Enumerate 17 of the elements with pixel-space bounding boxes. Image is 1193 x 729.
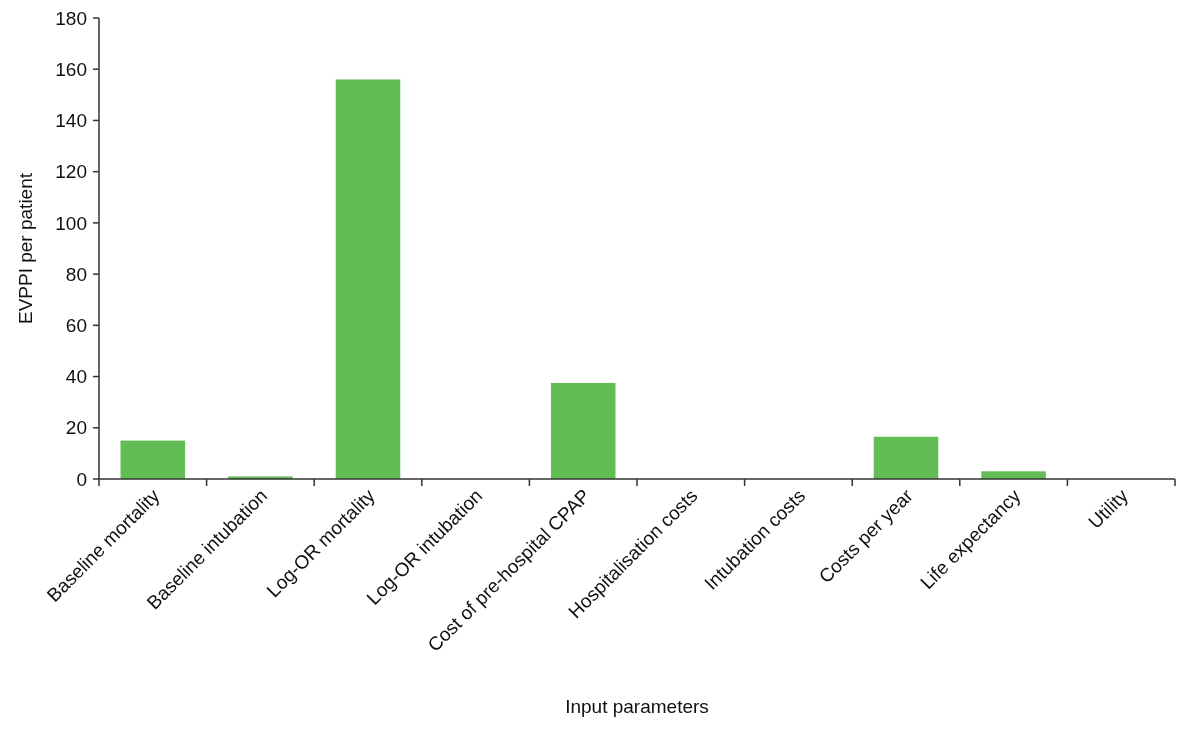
y-tick-label: 80: [65, 263, 87, 285]
bar: [550, 382, 616, 479]
y-tick-label: 40: [65, 366, 87, 388]
y-tick-label: 60: [65, 314, 87, 336]
y-tick-label: 100: [55, 212, 87, 234]
bar: [120, 440, 186, 479]
y-tick-label: 120: [55, 161, 87, 183]
y-tick-label: 20: [65, 417, 87, 439]
x-axis-title: Input parameters: [565, 696, 709, 717]
y-tick-label: 0: [76, 468, 87, 490]
y-tick-label: 180: [55, 7, 87, 29]
y-tick-label: 140: [55, 110, 87, 132]
y-axis-title: EVPPI per patient: [15, 172, 36, 325]
bar: [335, 79, 401, 479]
bar: [873, 436, 939, 479]
y-tick-label: 160: [55, 58, 87, 80]
bar: [981, 471, 1046, 479]
